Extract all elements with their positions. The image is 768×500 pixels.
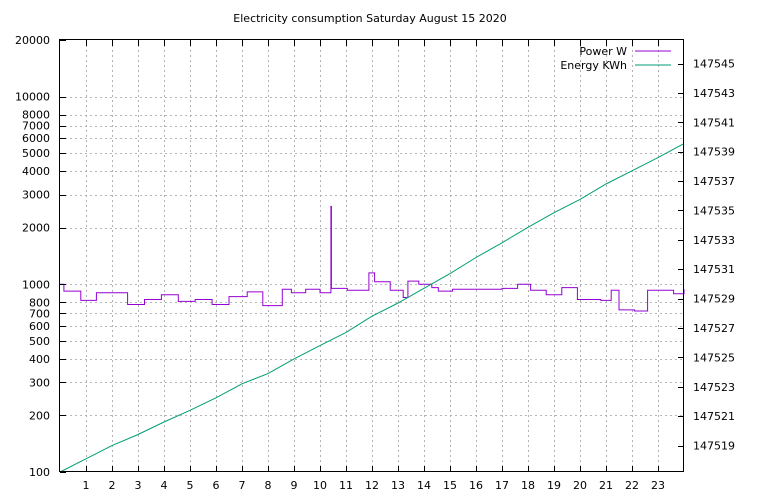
axes: 1 2 3 4 5 6 7 8 9 10 11 12 13 14 15 16 17 18 19 20 21 22 23100… [15, 34, 735, 492]
y-left-tick-label: 5000 [22, 147, 50, 160]
x-tick-label: 12 [365, 479, 379, 492]
y-right-tick-label: 147525 [693, 351, 735, 364]
y-left-tick-label: 600 [29, 320, 50, 333]
y-right-tick-label: 147531 [693, 263, 735, 276]
x-tick-label: 5 [187, 479, 194, 492]
x-tick-label: 15 [443, 479, 457, 492]
y-right-tick-label: 147529 [693, 293, 735, 306]
y-right-tick-label: 147523 [693, 381, 735, 394]
x-tick-label: 16 [469, 479, 483, 492]
x-tick-label: 18 [521, 479, 535, 492]
y-left-tick-label: 500 [29, 335, 50, 348]
y-left-tick-label: 6000 [22, 132, 50, 145]
y-left-tick-label: 100 [29, 466, 50, 479]
x-tick-label: 23 [651, 479, 665, 492]
x-tick-label: 17 [495, 479, 509, 492]
y-right-tick-label: 147543 [693, 87, 735, 100]
y-right-tick-label: 147535 [693, 204, 735, 217]
y-left-tick-label: 7000 [22, 120, 50, 133]
y-left-tick-label: 2000 [22, 222, 50, 235]
x-tick-label: 6 [213, 479, 220, 492]
x-tick-label: 10 [313, 479, 327, 492]
y-left-tick-label: 1000 [22, 278, 50, 291]
series-line-power-w [60, 205, 685, 312]
y-left-tick-label: 20000 [15, 34, 50, 47]
y-left-tick-label: 300 [29, 376, 50, 389]
y-left-tick-label: 700 [29, 307, 50, 320]
y-left-tick-label: 4000 [22, 165, 50, 178]
x-tick-label: 14 [417, 479, 431, 492]
y-left-tick-label: 800 [29, 296, 50, 309]
x-tick-label: 4 [161, 479, 168, 492]
x-tick-label: 22 [625, 479, 639, 492]
y-right-tick-label: 147537 [693, 175, 735, 188]
chart-title: Electricity consumption Saturday August … [233, 12, 506, 25]
x-tick-label: 13 [391, 479, 405, 492]
y-left-tick-label: 400 [29, 353, 50, 366]
x-tick-label: 8 [265, 479, 272, 492]
series-layer [59, 143, 685, 473]
x-tick-label: 20 [573, 479, 587, 492]
legend-label-power-w: Power W [579, 45, 627, 58]
x-tick-label: 3 [135, 479, 142, 492]
y-right-tick-label: 147519 [693, 440, 735, 453]
x-tick-label: 21 [599, 479, 613, 492]
series-line-energy-kwh [59, 143, 685, 473]
x-tick-label: 7 [239, 479, 246, 492]
y-right-tick-label: 147539 [693, 146, 735, 159]
grid-lines [60, 40, 684, 472]
x-tick-label: 2 [109, 479, 116, 492]
plot-frame [59, 39, 684, 472]
y-right-tick-label: 147533 [693, 234, 735, 247]
x-tick-label: 9 [291, 479, 298, 492]
y-right-tick-label: 147521 [693, 410, 735, 423]
legend-label-energy-kwh: Energy KWh [560, 59, 627, 72]
x-tick-label: 19 [547, 479, 561, 492]
y-right-tick-label: 147541 [693, 116, 735, 129]
y-left-tick-label: 200 [29, 409, 50, 422]
y-left-tick-label: 8000 [22, 109, 50, 122]
x-tick-label: 11 [339, 479, 353, 492]
y-left-tick-label: 10000 [15, 91, 50, 104]
y-right-tick-label: 147545 [693, 58, 735, 71]
x-tick-label: 1 [83, 479, 90, 492]
y-left-tick-label: 3000 [22, 189, 50, 202]
y-right-tick-label: 147527 [693, 322, 735, 335]
